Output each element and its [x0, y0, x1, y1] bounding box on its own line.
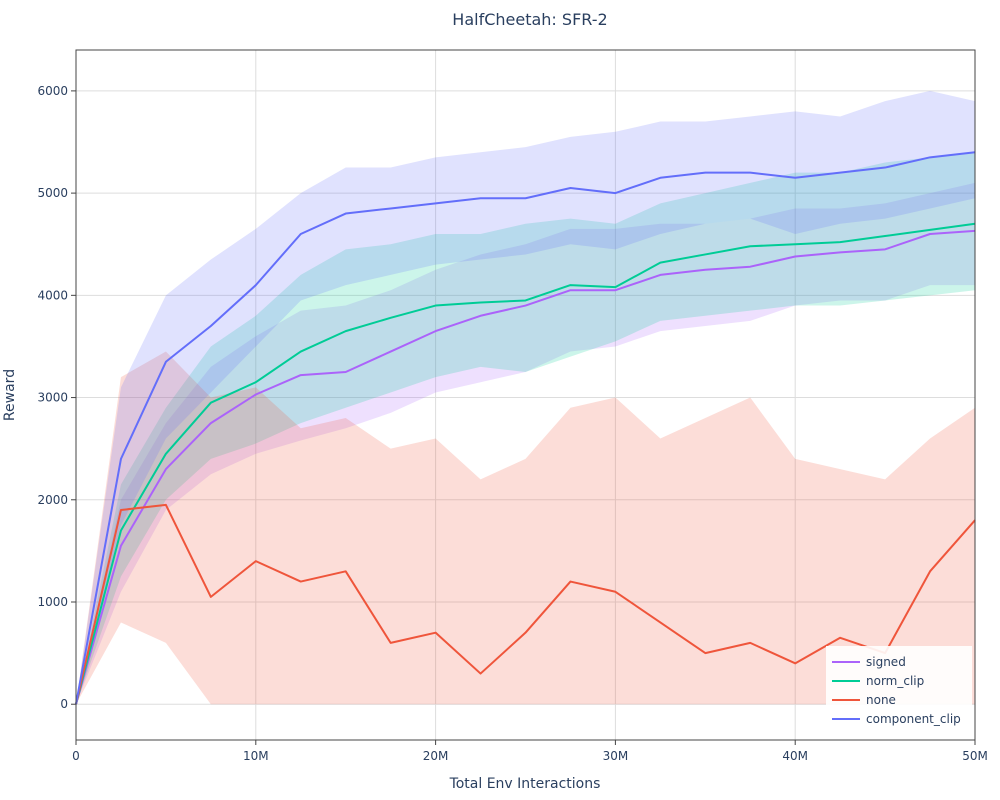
x-tick-label: 0 — [72, 749, 80, 763]
line-signed — [75, 229, 976, 705]
legend-label-signed: signed — [866, 655, 906, 669]
confidence-bands — [76, 90, 975, 705]
legend-label-none: none — [866, 693, 896, 707]
x-tick-label: 50M — [962, 749, 988, 763]
y-tick-label: 1000 — [37, 595, 68, 609]
chart-title: HalfCheetah: SFR-2 — [452, 10, 607, 29]
band-signed — [76, 182, 975, 705]
band-none — [76, 351, 975, 705]
x-axis-ticks: 0 10M 20M 30M 40M 50M — [72, 740, 988, 763]
x-tick-label: 40M — [782, 749, 808, 763]
band-norm_clip — [76, 152, 975, 705]
y-tick-label: 4000 — [37, 288, 68, 302]
x-axis-title: Total Env Interactions — [449, 776, 601, 792]
y-tick-label: 0 — [60, 697, 68, 711]
series-lines — [75, 151, 976, 705]
x-tick-label: 20M — [423, 749, 449, 763]
x-tick-label: 10M — [243, 749, 269, 763]
band-component_clip — [76, 90, 975, 705]
line-none — [75, 503, 976, 705]
x-tick-label: 30M — [603, 749, 629, 763]
line-norm_clip — [75, 222, 976, 705]
plot-frame — [75, 49, 976, 741]
y-tick-label: 3000 — [37, 391, 68, 405]
legend-label-norm_clip: norm_clip — [866, 674, 924, 688]
legend-label-component_clip: component_clip — [866, 712, 961, 726]
y-tick-label: 5000 — [37, 186, 68, 200]
y-tick-label: 6000 — [37, 84, 68, 98]
y-tick-label: 2000 — [37, 493, 68, 507]
line-component_clip — [75, 151, 976, 705]
y-axis-title: Reward — [2, 369, 18, 421]
y-axis-ticks: 0 1000 2000 3000 4000 5000 6000 — [37, 84, 76, 711]
